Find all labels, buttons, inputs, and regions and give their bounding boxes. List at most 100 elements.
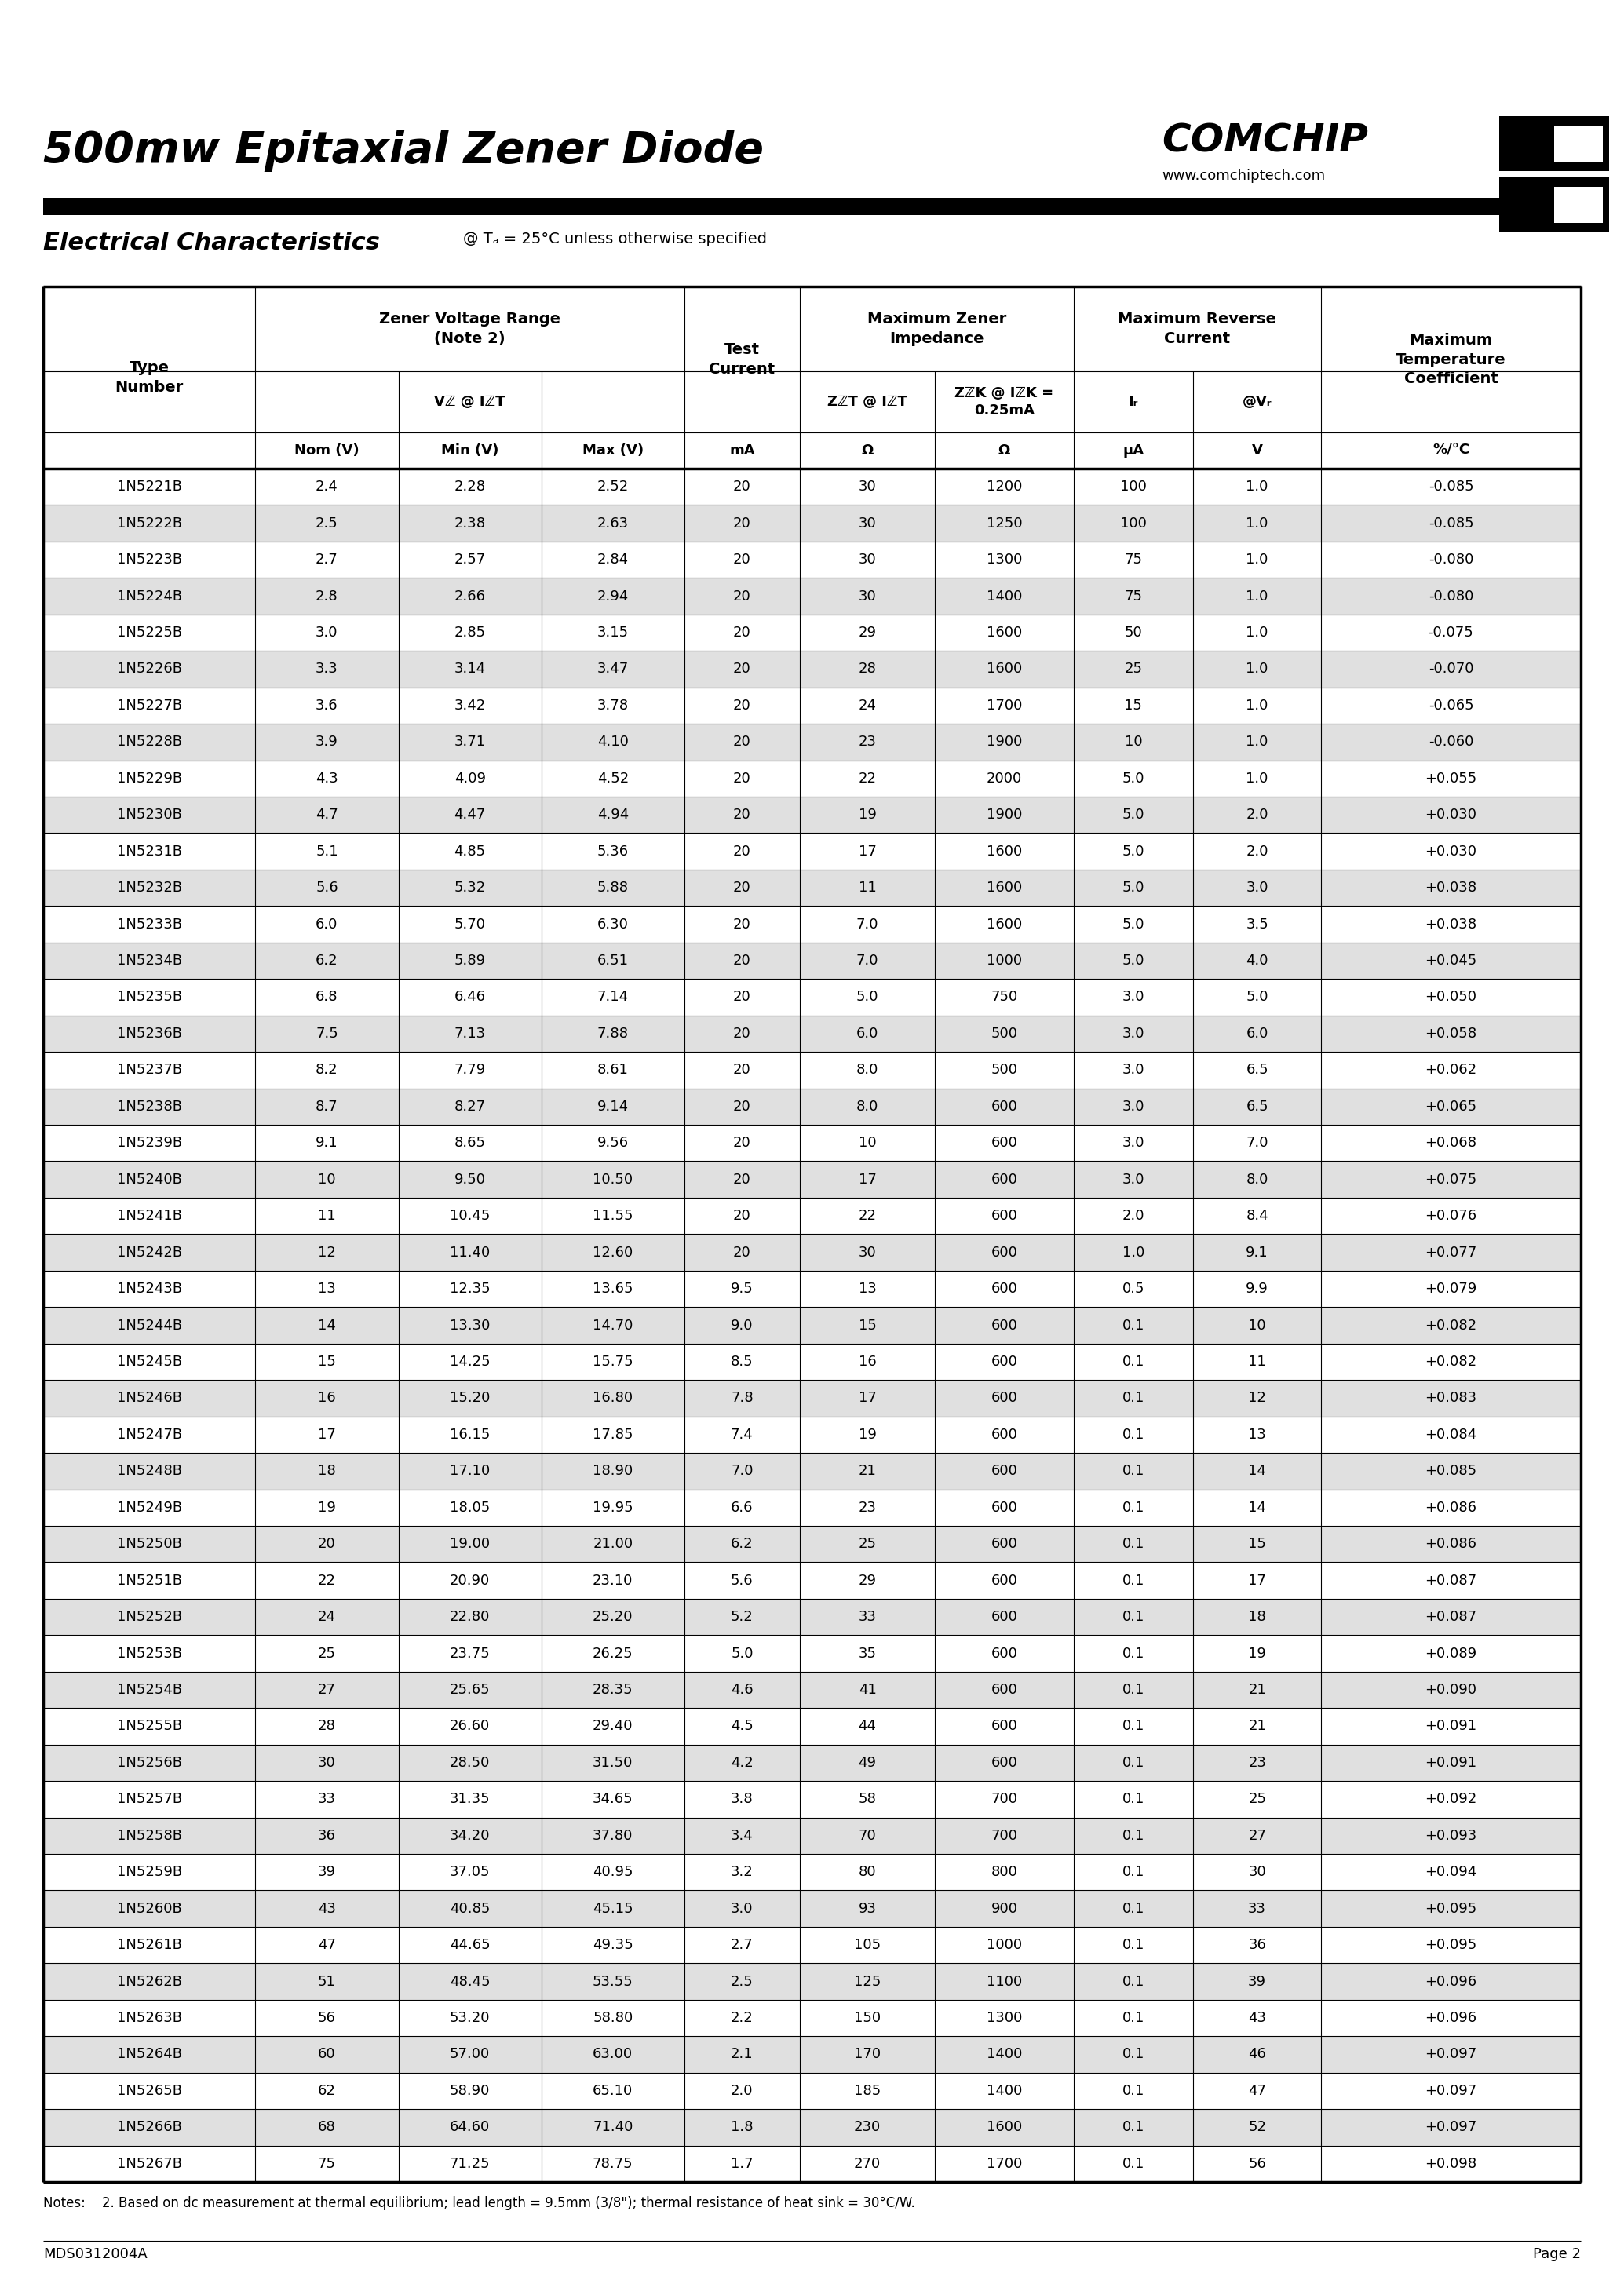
- Text: 5.0: 5.0: [1122, 955, 1145, 968]
- Text: 0.1: 0.1: [1122, 1538, 1145, 1551]
- Text: 1900: 1900: [986, 734, 1021, 748]
- Text: 13: 13: [859, 1281, 877, 1297]
- Text: 1N5250B: 1N5250B: [117, 1538, 182, 1551]
- Text: 40.95: 40.95: [593, 1866, 633, 1880]
- Text: 1N5240B: 1N5240B: [117, 1173, 182, 1187]
- Text: +0.083: +0.083: [1424, 1391, 1476, 1405]
- Text: 5.0: 5.0: [1122, 845, 1145, 858]
- Text: 2.2: 2.2: [731, 2010, 754, 2024]
- Text: +0.087: +0.087: [1424, 1574, 1476, 1588]
- Text: 29.40: 29.40: [593, 1719, 633, 1733]
- Text: 4.94: 4.94: [598, 808, 628, 822]
- Text: 1N5222B: 1N5222B: [117, 516, 182, 530]
- Text: +0.045: +0.045: [1424, 955, 1476, 968]
- Text: 1N5261B: 1N5261B: [117, 1937, 182, 1953]
- Text: 23.75: 23.75: [450, 1646, 490, 1662]
- Text: 1N5224B: 1N5224B: [117, 590, 182, 604]
- Text: 15.20: 15.20: [450, 1391, 490, 1405]
- Text: 500mw Epitaxial Zener Diode: 500mw Epitaxial Zener Diode: [44, 129, 763, 172]
- Text: 11: 11: [318, 1209, 336, 1223]
- Text: 8.65: 8.65: [455, 1136, 486, 1150]
- Text: 23.10: 23.10: [593, 1574, 633, 1588]
- Text: 1N5262B: 1N5262B: [117, 1974, 182, 1987]
- Text: 1N5267B: 1N5267B: [117, 2157, 182, 2171]
- Text: www.comchiptech.com: www.comchiptech.com: [1161, 170, 1325, 184]
- Text: 18.90: 18.90: [593, 1464, 633, 1478]
- Text: 600: 600: [991, 1246, 1018, 1260]
- Text: 4.5: 4.5: [731, 1719, 754, 1733]
- Text: 22: 22: [859, 771, 877, 785]
- Text: 600: 600: [991, 1574, 1018, 1588]
- Bar: [44, 1014, 1580, 1051]
- Bar: [44, 652, 1580, 686]
- Bar: [44, 1161, 1580, 1198]
- Text: mA: mA: [729, 443, 755, 457]
- Text: 18: 18: [318, 1464, 336, 1478]
- Text: 1N5263B: 1N5263B: [117, 2010, 182, 2024]
- Text: 2.5: 2.5: [315, 516, 338, 530]
- Text: 5.88: 5.88: [598, 881, 628, 895]
- Text: 34.20: 34.20: [450, 1829, 490, 1843]
- Text: Electrical Characteristics: Electrical Characteristics: [44, 232, 380, 255]
- Text: 20: 20: [732, 955, 750, 968]
- Text: 1.0: 1.0: [1246, 516, 1268, 530]
- Text: 16.15: 16.15: [450, 1427, 490, 1441]
- Text: 600: 600: [991, 1538, 1018, 1551]
- Text: +0.097: +0.097: [1424, 2047, 1476, 2061]
- Text: 25: 25: [318, 1646, 336, 1662]
- Text: 3.6: 3.6: [315, 698, 338, 714]
- Text: 20.90: 20.90: [450, 1574, 490, 1588]
- Text: 600: 600: [991, 1756, 1018, 1769]
- Text: 31.35: 31.35: [450, 1792, 490, 1806]
- Text: 1N5236B: 1N5236B: [117, 1026, 182, 1040]
- Text: 20: 20: [732, 1136, 750, 1150]
- Text: 1N5238B: 1N5238B: [117, 1099, 182, 1113]
- Text: 1600: 1600: [986, 2121, 1021, 2134]
- Text: 33: 33: [1249, 1903, 1267, 1916]
- Text: 1N5227B: 1N5227B: [117, 698, 182, 714]
- Text: 21.00: 21.00: [593, 1538, 633, 1551]
- Text: 600: 600: [991, 1391, 1018, 1405]
- Text: 17: 17: [859, 845, 877, 858]
- Text: 7.79: 7.79: [455, 1063, 486, 1076]
- Text: 1.0: 1.0: [1246, 661, 1268, 677]
- Text: 8.0: 8.0: [856, 1099, 879, 1113]
- Text: 1N5233B: 1N5233B: [117, 918, 182, 932]
- Text: 19.95: 19.95: [593, 1501, 633, 1515]
- Bar: [44, 1453, 1580, 1489]
- Text: 20: 20: [732, 771, 750, 785]
- Text: 9.1: 9.1: [1246, 1246, 1268, 1260]
- Text: 35: 35: [859, 1646, 877, 1662]
- Text: 4.3: 4.3: [315, 771, 338, 785]
- Text: 7.13: 7.13: [455, 1026, 486, 1040]
- Bar: [44, 2109, 1580, 2146]
- Text: 600: 600: [991, 1281, 1018, 1297]
- Text: +0.085: +0.085: [1424, 1464, 1476, 1478]
- Text: 44: 44: [859, 1719, 877, 1733]
- Text: 3.3: 3.3: [315, 661, 338, 677]
- Text: 1900: 1900: [986, 808, 1021, 822]
- Text: 1N5258B: 1N5258B: [117, 1829, 182, 1843]
- Text: 3.0: 3.0: [1122, 1173, 1145, 1187]
- Text: +0.089: +0.089: [1424, 1646, 1476, 1662]
- Text: 1.8: 1.8: [731, 2121, 754, 2134]
- Text: 0.1: 0.1: [1122, 2084, 1145, 2098]
- Text: 4.6: 4.6: [731, 1682, 754, 1696]
- Text: 3.5: 3.5: [1246, 918, 1268, 932]
- Text: 65.10: 65.10: [593, 2084, 633, 2098]
- Text: 51: 51: [318, 1974, 336, 1987]
- Text: 30: 30: [1249, 1866, 1267, 1880]
- Text: 1N5235B: 1N5235B: [117, 989, 182, 1005]
- Text: Vℤ @ IℤT: Vℤ @ IℤT: [434, 395, 505, 409]
- Text: +0.062: +0.062: [1424, 1063, 1476, 1076]
- Text: 2.7: 2.7: [731, 1937, 754, 1953]
- Text: 7.88: 7.88: [598, 1026, 628, 1040]
- Text: 19: 19: [1249, 1646, 1267, 1662]
- Text: 1600: 1600: [986, 845, 1021, 858]
- Text: 33: 33: [859, 1609, 877, 1625]
- Text: 23: 23: [859, 734, 877, 748]
- Text: +0.065: +0.065: [1424, 1099, 1476, 1113]
- Text: 1N5243B: 1N5243B: [117, 1281, 182, 1297]
- Text: +0.097: +0.097: [1424, 2121, 1476, 2134]
- Bar: [44, 1962, 1580, 1999]
